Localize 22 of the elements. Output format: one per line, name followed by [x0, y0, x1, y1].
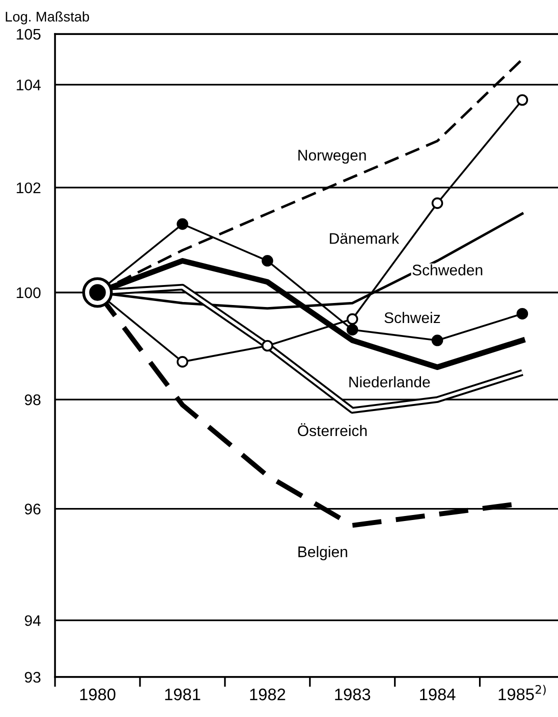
series-label: Österreich: [298, 423, 367, 436]
x-tick-label: 1985$^{2)}$: [498, 684, 546, 700]
y-tick-label: 96: [24, 504, 40, 514]
series-label: Norwegen: [298, 150, 366, 164]
y-tick-label: 102: [16, 182, 40, 194]
x-tick-label: 1981: [165, 688, 200, 700]
series-label: Belgien: [298, 546, 348, 560]
series-label: Schweden: [412, 264, 482, 276]
y-tick-label: 104: [16, 80, 41, 90]
series-label: Schweiz: [384, 312, 440, 324]
x-tick-label: 1983: [335, 688, 370, 700]
x-tick-label: 1984: [420, 688, 456, 700]
y-tick-label: 105: [16, 28, 40, 40]
y-tick-label: 100: [16, 287, 41, 298]
y-tick-label: 98: [24, 394, 40, 406]
y-axis-title: Log. Maßstab: [6, 11, 90, 24]
y-tick-label: 93: [24, 672, 40, 683]
x-tick-label: 1980: [80, 688, 116, 700]
x-tick-label: 1982: [250, 688, 286, 700]
series-label: Dänemark: [330, 232, 400, 244]
y-tick-label: 94: [24, 615, 41, 626]
series-label: Niederlande: [349, 376, 430, 388]
